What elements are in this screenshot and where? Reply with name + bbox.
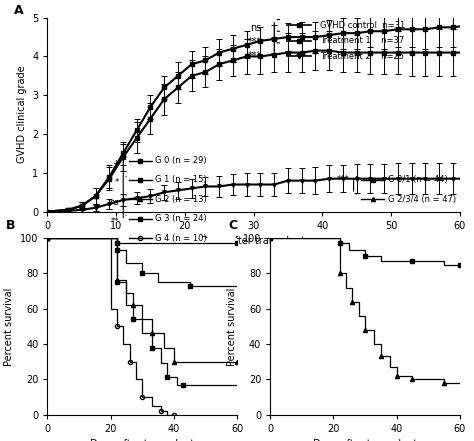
Text: ns: ns (250, 23, 262, 34)
Text: ***: *** (337, 175, 350, 183)
X-axis label: Days after transplant: Days after transplant (201, 236, 306, 246)
Text: G 0 (n = 29): G 0 (n = 29) (155, 156, 207, 165)
Text: +: + (112, 159, 119, 168)
Text: A: A (14, 4, 24, 17)
Text: Treatment 1    n=37: Treatment 1 n=37 (319, 37, 404, 45)
X-axis label: Days after transplant: Days after transplant (90, 439, 194, 441)
Y-axis label: Percent survival: Percent survival (4, 287, 14, 366)
Text: G 2/3/4 (n = 47): G 2/3/4 (n = 47) (388, 195, 456, 204)
Text: ***: *** (247, 51, 262, 60)
Text: G 4 (n = 10): G 4 (n = 10) (155, 234, 207, 243)
Text: C: C (228, 219, 237, 232)
Text: G 2 (n = 13): G 2 (n = 13) (155, 195, 207, 204)
Text: GVHD control  n=31: GVHD control n=31 (319, 21, 405, 30)
Text: ***: *** (247, 37, 262, 47)
Text: B: B (6, 219, 15, 232)
Y-axis label: GVHD clinical grade: GVHD clinical grade (17, 66, 27, 164)
Text: G 1 (n = 15): G 1 (n = 15) (155, 176, 207, 184)
Text: **: ** (111, 217, 119, 226)
Text: Treatment 2    n=25: Treatment 2 n=25 (319, 52, 403, 61)
Text: G 0/1 (n = 44): G 0/1 (n = 44) (388, 176, 447, 184)
X-axis label: Days after transplant: Days after transplant (313, 439, 417, 441)
Text: G 3 (n = 24): G 3 (n = 24) (155, 214, 207, 223)
Text: ns: ns (109, 198, 119, 206)
Y-axis label: Percent survival: Percent survival (227, 287, 237, 366)
Text: *: * (115, 178, 119, 187)
